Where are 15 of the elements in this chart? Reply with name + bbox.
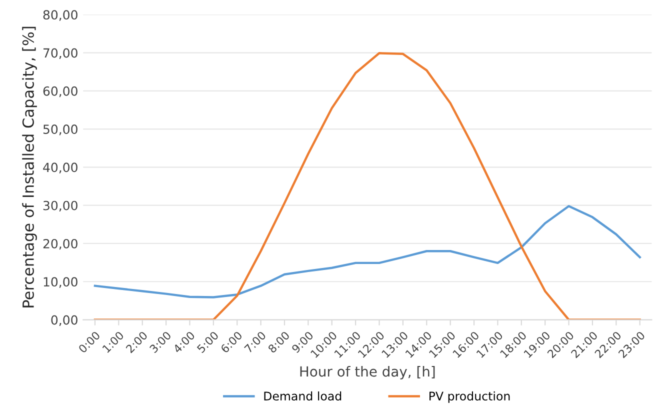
y-tick-label: 20,00 xyxy=(43,238,78,250)
legend-label: Demand load xyxy=(264,391,342,401)
legend-label: PV production xyxy=(430,391,510,403)
line-series xyxy=(94,52,641,320)
y-tick-label: 70,00 xyxy=(44,48,78,59)
x-axis-title: Hour of the day, [h] xyxy=(300,366,435,380)
line-series xyxy=(94,204,641,298)
y-tick-label: 10,00 xyxy=(44,277,78,288)
y-tick-label: 60,00 xyxy=(43,86,78,98)
y-tick-label: 40,00 xyxy=(43,162,78,174)
y-tick-label: 80,00 xyxy=(43,10,78,21)
y-tick-label: 0,00 xyxy=(51,315,78,326)
y-tick-label: 30,00 xyxy=(43,200,78,212)
y-tick-label: 50,00 xyxy=(43,124,78,136)
y-axis-title: Percentage of Installed Capacity, [%] xyxy=(22,26,37,308)
